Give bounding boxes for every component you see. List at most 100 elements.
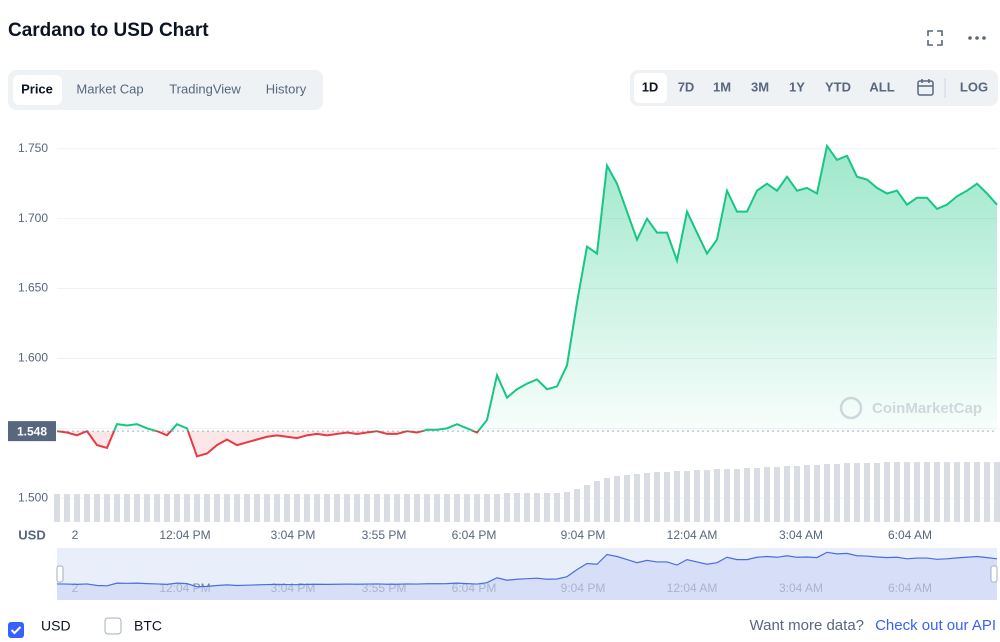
- y-tick-label: 1.700: [18, 211, 48, 225]
- volume-bar: [884, 462, 890, 522]
- range-button[interactable]: YTD: [825, 79, 851, 94]
- volume-bar: [274, 494, 280, 522]
- volume-bar: [834, 464, 840, 522]
- volume-bar: [914, 462, 920, 522]
- volume-bar: [384, 494, 390, 522]
- volume-bar: [324, 494, 330, 522]
- volume-bar: [494, 494, 500, 522]
- volume-bar: [874, 463, 880, 522]
- volume-bar: [234, 494, 240, 522]
- calendar-icon[interactable]: [917, 79, 934, 96]
- volume-bar: [704, 470, 710, 522]
- navigator-handle[interactable]: [56, 565, 64, 583]
- api-link[interactable]: Check out our API: [875, 617, 996, 634]
- x-tick-label: 6:04 AM: [888, 528, 932, 542]
- volume-bar: [374, 494, 380, 522]
- volume-bar: [424, 494, 430, 522]
- navigator-handle[interactable]: [990, 565, 998, 583]
- range-active-bg: [634, 73, 667, 103]
- volume-bar: [554, 493, 560, 522]
- volume-bar: [54, 494, 60, 522]
- x-tick-label: 3:55 PM: [362, 528, 407, 542]
- volume-bar: [734, 469, 740, 522]
- volume-bar: [674, 471, 680, 522]
- volume-bar: [484, 494, 490, 522]
- volume-bar: [694, 470, 700, 522]
- volume-bar: [974, 462, 980, 522]
- volume-bar: [824, 464, 830, 522]
- volume-bar: [964, 462, 970, 522]
- volume-bar: [444, 494, 450, 522]
- x-tick-label: 3:04 AM: [779, 528, 823, 542]
- range-button[interactable]: ALL: [869, 79, 894, 94]
- volume-bar: [994, 462, 1000, 522]
- y-tick-label: 1.750: [18, 141, 48, 155]
- volume-bar: [594, 481, 600, 522]
- volume-bar: [464, 494, 470, 522]
- chart-title: Cardano to USD Chart: [8, 20, 209, 41]
- volume-bar: [954, 462, 960, 522]
- volume-bar: [304, 494, 310, 522]
- volume-bar: [404, 494, 410, 522]
- volume-bar: [574, 489, 580, 522]
- volume-bar: [624, 475, 630, 522]
- checkbox[interactable]: [8, 622, 24, 638]
- tab[interactable]: TradingView: [169, 81, 241, 96]
- volume-bar: [454, 494, 460, 522]
- volume-bar: [264, 494, 270, 522]
- volume-bar: [134, 494, 140, 522]
- tab-active-bg: [13, 75, 62, 105]
- range-button[interactable]: 1Y: [789, 79, 805, 94]
- volume-bar: [654, 472, 660, 522]
- volume-bar: [584, 485, 590, 522]
- volume-bar: [794, 466, 800, 522]
- tab[interactable]: Market Cap: [76, 81, 143, 96]
- fullscreen-icon[interactable]: [927, 30, 943, 46]
- volume-bar: [714, 469, 720, 522]
- range-button[interactable]: 3M: [751, 79, 769, 94]
- log-button[interactable]: LOG: [960, 79, 988, 94]
- volume-bar: [644, 473, 650, 522]
- price-tag: 1.548: [17, 424, 47, 438]
- price-tag-bg: [8, 421, 56, 442]
- x-tick-label: 9:04 PM: [561, 528, 606, 542]
- volume-bar: [984, 462, 990, 522]
- range-button[interactable]: 1D: [642, 79, 659, 94]
- volume-bar: [204, 494, 210, 522]
- volume-bar: [864, 463, 870, 522]
- range-button[interactable]: 7D: [678, 79, 695, 94]
- volume-bar: [544, 493, 550, 522]
- volume-bar: [894, 462, 900, 522]
- volume-bar: [294, 494, 300, 522]
- volume-bar: [314, 494, 320, 522]
- volume-bar: [174, 494, 180, 522]
- x-tick-label: 12:04 AM: [667, 528, 718, 542]
- volume-bar: [154, 494, 160, 522]
- volume-bar: [504, 493, 510, 522]
- tab-group: [8, 70, 323, 110]
- volume-bar: [614, 476, 620, 522]
- volume-bar: [334, 494, 340, 522]
- watermark: CoinMarketCap: [839, 396, 982, 420]
- volume-bar: [104, 494, 110, 522]
- y-axis-label: USD: [18, 527, 45, 542]
- volume-bar: [344, 494, 350, 522]
- volume-bar: [904, 462, 910, 522]
- volume-bar: [284, 494, 290, 522]
- tab[interactable]: History: [266, 81, 307, 96]
- volume-bar: [124, 494, 130, 522]
- range-group: [630, 70, 998, 106]
- checkbox[interactable]: [104, 617, 122, 635]
- volume-bar: [64, 494, 70, 522]
- volume-bar: [94, 494, 100, 522]
- range-button[interactable]: 1M: [713, 79, 731, 94]
- area-up: [57, 145, 997, 432]
- x-tick-label: 3:04 PM: [271, 528, 316, 542]
- currency-label: BTC: [134, 618, 162, 634]
- tab[interactable]: Price: [21, 81, 53, 96]
- more-icon[interactable]: [968, 36, 986, 40]
- volume-bar: [604, 478, 610, 522]
- volume-bar: [774, 467, 780, 522]
